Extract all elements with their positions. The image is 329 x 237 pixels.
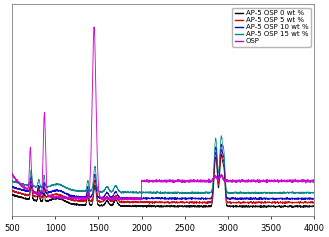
- Legend: AP-5 OSP 0 wt %, AP-5 OSP 5 wt %, AP-5 OSP 10 wt %, AP-5 OSP 15 wt %, OSP: AP-5 OSP 0 wt %, AP-5 OSP 5 wt %, AP-5 O…: [232, 8, 311, 47]
